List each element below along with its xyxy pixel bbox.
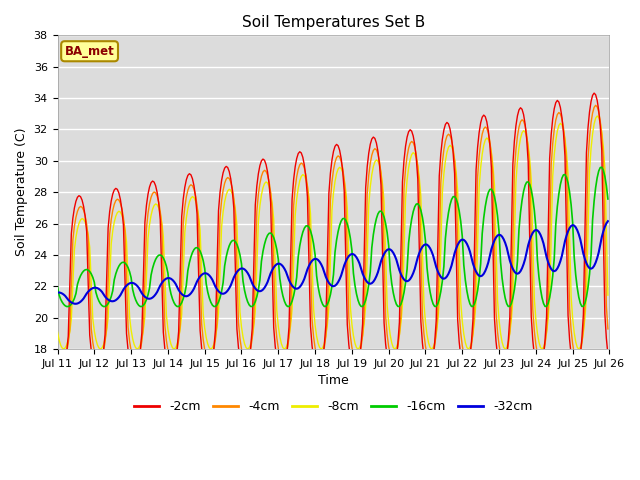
X-axis label: Time: Time bbox=[318, 374, 349, 387]
Title: Soil Temperatures Set B: Soil Temperatures Set B bbox=[242, 15, 425, 30]
Legend: -2cm, -4cm, -8cm, -16cm, -32cm: -2cm, -4cm, -8cm, -16cm, -32cm bbox=[129, 395, 538, 418]
Text: BA_met: BA_met bbox=[65, 45, 115, 58]
Y-axis label: Soil Temperature (C): Soil Temperature (C) bbox=[15, 128, 28, 256]
